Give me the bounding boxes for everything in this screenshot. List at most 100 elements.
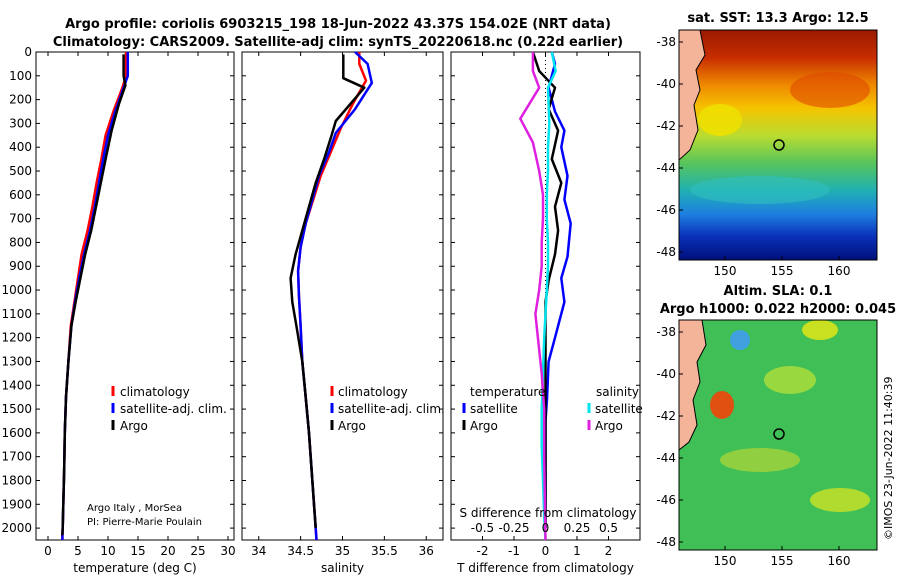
x-tick-label: -1 <box>508 544 520 558</box>
sla-map <box>678 319 878 551</box>
x-tick-label: -2 <box>477 544 489 558</box>
x-tick-label: 15 <box>130 544 145 558</box>
s-difference-axis-label: S difference from climatology <box>460 506 637 520</box>
credit-program: Argo Italy , MorSea <box>87 503 182 514</box>
temperature-legend: climatology satellite-adj. clim. Argo <box>111 385 227 433</box>
y-tick-label: 1200 <box>1 331 32 345</box>
sla-map-frame <box>678 319 878 551</box>
legend-climatology-label: climatology <box>338 385 408 399</box>
map-y-tick-label: -38 <box>656 325 676 339</box>
legend-temperature-title: temperature <box>470 385 545 399</box>
map-y-tick-label: -42 <box>656 409 676 423</box>
x-tick-label: 10 <box>100 544 115 558</box>
x-axis-label: temperature (deg C) <box>73 561 196 575</box>
y-tick-label: 1800 <box>1 473 32 487</box>
legend-satellite-label: satellite-adj. clim. <box>120 402 227 416</box>
y-tick-label: 2000 <box>1 521 32 535</box>
map-x-tick-label: 155 <box>771 264 794 278</box>
y-tick-label: 100 <box>9 69 32 83</box>
s-difference-ticks: -0.5 -0.25 0 0.25 0.5 <box>471 521 618 535</box>
map-y-tick-label: -46 <box>656 203 676 217</box>
x-axis-label: salinity <box>321 561 364 575</box>
series-line-s-argo <box>519 52 547 541</box>
map-y-tick-label: -44 <box>656 161 676 175</box>
credit-pi: PI: Pierre-Marie Poulain <box>87 517 202 528</box>
map-y-tick-label: -42 <box>656 119 676 133</box>
legend-salinity-title: salinity <box>596 385 639 399</box>
map-x-tick-label: 160 <box>828 554 851 568</box>
x-tick-label: 35 <box>335 544 350 558</box>
x-tick-label: 25 <box>190 544 205 558</box>
legend-climatology-label: climatology <box>120 385 190 399</box>
map-y-tick-label: -40 <box>656 77 676 91</box>
x-tick-label: 1 <box>573 544 581 558</box>
y-tick-label: 200 <box>9 93 32 107</box>
y-tick-label: 1600 <box>1 426 32 440</box>
series-line-argo <box>61 54 127 536</box>
s-tick-label: -0.25 <box>498 521 529 535</box>
map-y-tick-label: -48 <box>656 535 676 549</box>
y-tick-label: 1500 <box>1 402 32 416</box>
map-y-tick-label: -44 <box>656 451 676 465</box>
sst-float-marker <box>773 139 785 151</box>
s-tick-label: -0.5 <box>471 521 494 535</box>
title-line-1: Argo profile: coriolis 6903215_198 18-Ju… <box>65 17 611 32</box>
x-tick-label: 34 <box>251 544 266 558</box>
s-tick-label: 0 <box>542 521 550 535</box>
s-tick-label: 0.25 <box>564 521 591 535</box>
map-y-tick-label: -46 <box>656 493 676 507</box>
legend-satellite-label: satellite-adj. clim. <box>338 402 445 416</box>
x-tick-label: 0 <box>44 544 52 558</box>
plot-frame <box>35 51 235 541</box>
legend-s-satellite-label: satellite <box>595 402 643 416</box>
y-tick-label: 1100 <box>1 307 32 321</box>
y-tick-label: 0 <box>24 45 32 59</box>
map-x-tick-label: 150 <box>714 554 737 568</box>
x-tick-label: 30 <box>220 544 235 558</box>
map-axes: -38 -40 -42 -44 -46 -48 150 155 160 -38 -40 -42 -44 -… <box>656 35 850 568</box>
map-x-tick-label: 160 <box>828 264 851 278</box>
y-tick-label: 600 <box>9 188 32 202</box>
sla-high-3 <box>764 366 816 394</box>
sst-warm-eddy <box>698 104 742 136</box>
imos-credit: ©IMOS 23-Jun-2022 11:40:39 <box>882 376 895 540</box>
sla-field <box>679 320 877 550</box>
x-tick-label: 35.5 <box>371 544 398 558</box>
sla-high-5 <box>810 488 870 512</box>
difference-salinity-legend: salinity satellite Argo <box>587 385 643 433</box>
sla-map-title-2: Argo h1000: 0.022 h2000: 0.045 <box>660 302 896 317</box>
difference-temperature-legend: temperature satellite Argo <box>462 385 545 433</box>
sla-high-2 <box>710 391 734 419</box>
y-tick-label: 1000 <box>1 283 32 297</box>
legend-argo-label: Argo <box>120 419 148 433</box>
sla-high-1 <box>802 320 838 340</box>
sst-land-tasmania <box>679 30 706 161</box>
x-tick-label: 20 <box>160 544 175 558</box>
series-line-argo <box>289 54 366 529</box>
plot-frame <box>241 51 444 541</box>
y-tick-label: 1300 <box>1 354 32 368</box>
legend-argo-label: Argo <box>338 419 366 433</box>
legend-t-satellite-label: satellite <box>470 402 518 416</box>
sla-low-1 <box>730 330 750 350</box>
map-x-tick-label: 155 <box>771 554 794 568</box>
sla-float-marker <box>773 428 785 440</box>
map-x-tick-label: 150 <box>714 264 737 278</box>
y-tick-label: 500 <box>9 164 32 178</box>
sst-map-title: sat. SST: 13.3 Argo: 12.5 <box>687 11 868 26</box>
difference-panel: -2 -1 0 1 2 T difference from climatology <box>450 51 641 575</box>
sst-cool-band <box>690 176 830 204</box>
legend-s-argo-label: Argo <box>595 419 623 433</box>
y-tick-label: 400 <box>9 140 32 154</box>
sst-map <box>678 29 878 261</box>
series-line-s-satellite <box>540 51 557 541</box>
salinity-legend: climatology satellite-adj. clim. Argo <box>330 385 445 433</box>
map-y-tick-label: -38 <box>656 35 676 49</box>
sst-warm-patch <box>790 72 870 108</box>
y-tick-label: 1700 <box>1 450 32 464</box>
salinity-panel: 34 34.5 35 35.5 36 salinity <box>241 51 444 575</box>
y-tick-label: 900 <box>9 259 32 273</box>
map-y-tick-label: -48 <box>656 245 676 259</box>
y-tick-label: 300 <box>9 116 32 130</box>
